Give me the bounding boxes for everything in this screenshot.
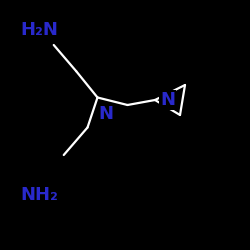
Text: N: N xyxy=(160,91,175,109)
Text: NH₂: NH₂ xyxy=(20,186,58,204)
Text: N: N xyxy=(99,105,114,123)
Text: H₂N: H₂N xyxy=(20,21,58,39)
